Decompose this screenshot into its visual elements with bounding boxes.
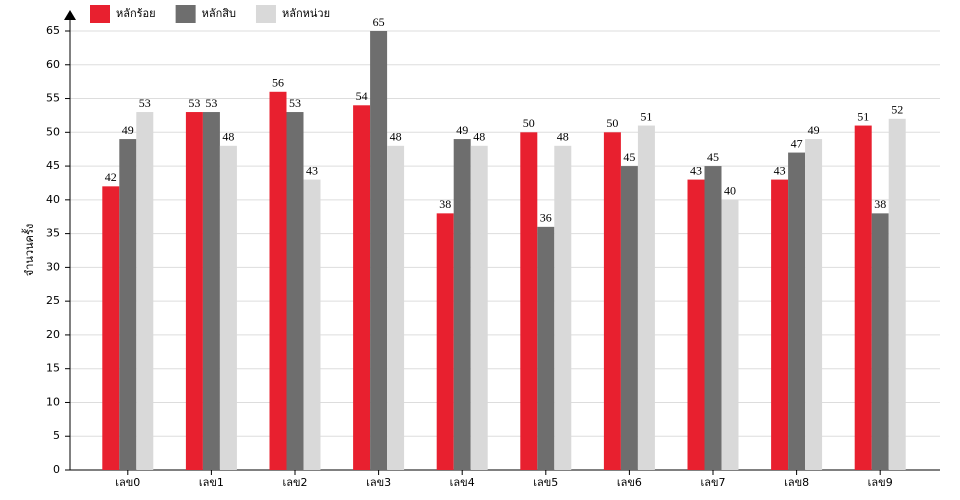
bar: [771, 179, 789, 471]
x-tick-label: เลข1: [199, 476, 224, 489]
value-label: 45: [623, 150, 635, 164]
y-tick-label: 65: [46, 24, 60, 37]
value-label: 48: [222, 130, 234, 144]
value-label: 50: [606, 116, 618, 130]
x-tick-label: เลข9: [868, 476, 893, 489]
x-tick-label: เลข5: [533, 476, 558, 489]
x-tick-label: เลข2: [282, 476, 307, 489]
x-tick-label: เลข6: [617, 476, 642, 489]
bar: [353, 105, 371, 471]
value-label: 51: [640, 109, 652, 123]
y-tick-label: 50: [46, 125, 60, 138]
bar: [620, 166, 638, 471]
y-tick-label: 25: [46, 294, 60, 307]
value-label: 49: [808, 123, 820, 137]
bar: [537, 226, 555, 470]
bar: [370, 31, 388, 470]
bar: [185, 112, 203, 471]
value-label: 48: [473, 130, 485, 144]
legend-label: หลักสิบ: [202, 7, 236, 20]
value-label: 50: [523, 116, 535, 130]
bar: [269, 91, 287, 471]
y-axis-label: จำนวนครั้ง: [21, 224, 36, 276]
value-label: 51: [857, 109, 869, 123]
value-label: 36: [540, 211, 552, 225]
bar: [637, 125, 655, 471]
bar: [854, 125, 872, 471]
y-tick-label: 10: [46, 395, 60, 408]
legend-swatch: [175, 5, 196, 23]
value-label: 53: [289, 96, 301, 110]
y-tick-label: 5: [53, 429, 60, 442]
value-label: 47: [791, 136, 803, 150]
value-label: 56: [272, 76, 284, 90]
bar: [704, 166, 722, 471]
x-tick-label: เลข8: [784, 476, 809, 489]
y-tick-label: 55: [46, 92, 60, 105]
y-tick-label: 15: [46, 362, 60, 375]
value-label: 43: [774, 163, 786, 177]
value-label: 43: [306, 163, 318, 177]
legend-swatch: [90, 5, 110, 23]
x-tick-label: เลข0: [115, 476, 140, 489]
value-label: 49: [122, 123, 134, 137]
bar: [520, 132, 538, 471]
value-label: 49: [456, 123, 468, 137]
value-label: 42: [105, 170, 117, 184]
value-label: 48: [557, 130, 569, 144]
bar: [202, 112, 220, 471]
bar: [871, 213, 889, 470]
bar: [387, 145, 405, 471]
bar: [687, 179, 705, 471]
value-label: 45: [707, 150, 719, 164]
value-label: 52: [891, 103, 903, 117]
bar: [453, 139, 471, 471]
value-label: 65: [373, 15, 385, 29]
y-tick-label: 30: [46, 260, 60, 273]
bar: [805, 139, 823, 471]
value-label: 38: [439, 197, 451, 211]
x-tick-label: เลข7: [700, 476, 725, 489]
bar: [788, 152, 806, 471]
value-label: 53: [205, 96, 217, 110]
value-label: 38: [874, 197, 886, 211]
value-label: 54: [356, 89, 368, 103]
bar: [470, 145, 488, 471]
x-tick-label: เลข4: [450, 476, 475, 489]
bar: [219, 145, 237, 471]
legend-label: หลักร้อย: [116, 7, 156, 20]
bar: [136, 112, 154, 471]
value-label: 53: [139, 96, 151, 110]
x-tick-label: เลข3: [366, 476, 391, 489]
y-tick-label: 0: [53, 463, 60, 476]
y-tick-label: 40: [46, 193, 60, 206]
legend-swatch: [255, 5, 276, 23]
bar: [554, 145, 572, 471]
value-label: 48: [390, 130, 402, 144]
bar: [303, 179, 321, 471]
bar: [888, 118, 906, 471]
y-axis-arrow: [64, 10, 76, 20]
value-label: 43: [690, 163, 702, 177]
bar: [721, 199, 739, 470]
bar: [119, 139, 137, 471]
legend-label: หลักหน่วย: [282, 7, 330, 20]
value-label: 40: [724, 184, 736, 198]
y-tick-label: 45: [46, 159, 60, 172]
bar: [286, 112, 304, 471]
y-tick-label: 60: [46, 58, 60, 71]
bar: [436, 213, 454, 470]
bar: [102, 186, 120, 471]
value-label: 53: [188, 96, 200, 110]
bar: [603, 132, 621, 471]
y-tick-label: 20: [46, 328, 60, 341]
y-tick-label: 35: [46, 227, 60, 240]
